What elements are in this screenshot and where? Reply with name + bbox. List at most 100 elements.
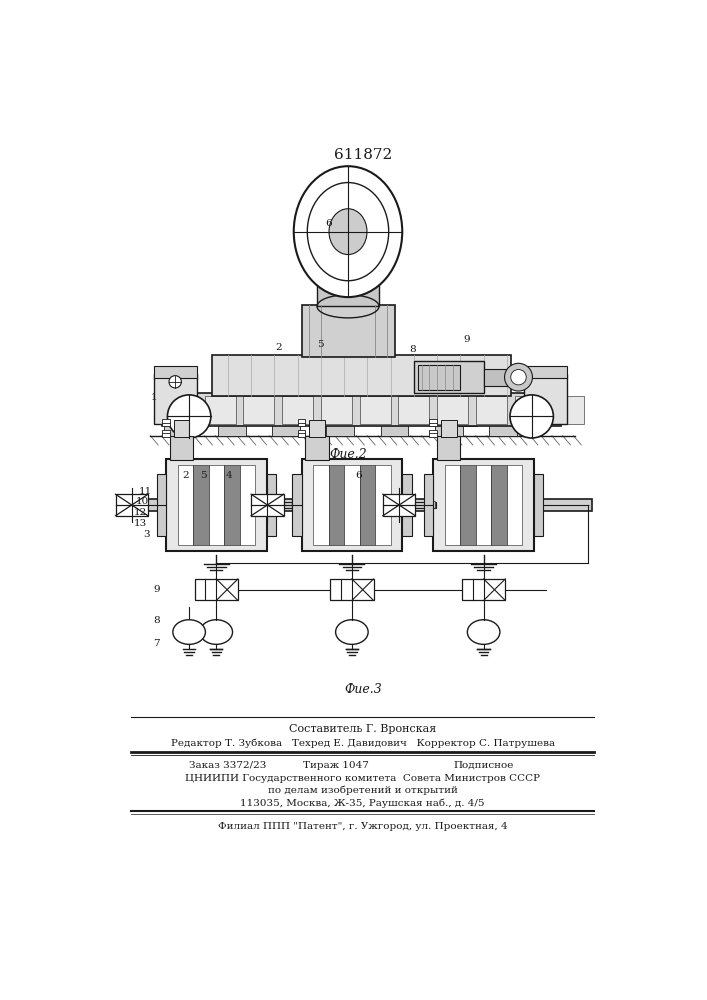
Bar <box>462 579 506 600</box>
Ellipse shape <box>336 620 368 644</box>
Bar <box>398 396 429 424</box>
Bar <box>534 474 543 536</box>
Bar <box>437 436 460 460</box>
Bar <box>437 396 468 424</box>
Bar <box>429 430 437 437</box>
Text: Фие.3: Фие.3 <box>344 683 382 696</box>
Bar <box>433 459 534 551</box>
Bar <box>115 494 148 516</box>
Text: Редактор Т. Зубкова   Техред Е. Давидович   Корректор С. Патрушева: Редактор Т. Зубкова Техред Е. Давидович … <box>170 738 555 748</box>
Bar <box>292 474 301 536</box>
Bar <box>329 465 344 545</box>
Bar <box>383 494 416 516</box>
Bar <box>298 419 305 426</box>
Ellipse shape <box>173 620 206 644</box>
Bar <box>344 465 360 545</box>
Polygon shape <box>272 499 280 511</box>
Text: 6: 6 <box>355 471 361 480</box>
Bar <box>344 465 360 545</box>
Bar <box>360 396 391 424</box>
Bar <box>313 465 329 545</box>
Text: 10: 10 <box>136 497 149 506</box>
Text: 2: 2 <box>182 471 189 480</box>
Bar <box>507 465 522 545</box>
Circle shape <box>505 363 532 391</box>
Bar <box>166 459 267 551</box>
Bar <box>282 396 313 424</box>
Text: 7: 7 <box>153 639 160 648</box>
Bar <box>489 422 517 436</box>
Bar <box>524 366 566 378</box>
Bar <box>398 396 429 424</box>
Bar <box>380 422 409 436</box>
Bar <box>267 474 276 536</box>
Bar <box>174 420 189 437</box>
Text: Подписное: Подписное <box>453 761 514 770</box>
Bar <box>170 436 193 460</box>
Text: 5: 5 <box>317 340 325 349</box>
Bar <box>154 374 197 424</box>
Text: Составитель Г. Вронская: Составитель Г. Вронская <box>289 724 436 734</box>
Bar <box>193 465 209 545</box>
Text: 8: 8 <box>409 345 416 354</box>
Bar <box>272 422 300 436</box>
Bar <box>166 396 197 424</box>
Bar <box>162 430 170 437</box>
Bar <box>491 465 507 545</box>
Bar <box>240 465 255 545</box>
Bar <box>209 465 224 545</box>
Bar <box>484 369 507 386</box>
Bar <box>459 419 477 426</box>
Bar <box>321 396 352 424</box>
Ellipse shape <box>329 209 367 255</box>
Bar <box>327 422 354 436</box>
Bar <box>360 396 391 424</box>
Polygon shape <box>408 499 416 511</box>
Text: Фие.2: Фие.2 <box>329 448 367 461</box>
Text: 3: 3 <box>144 530 150 539</box>
Polygon shape <box>428 499 436 511</box>
Bar <box>524 374 566 424</box>
Bar <box>240 465 255 545</box>
Bar <box>162 393 561 426</box>
Bar <box>212 355 510 396</box>
Bar <box>435 422 462 436</box>
Text: по делам изобретений и открытий: по делам изобретений и открытий <box>268 786 457 795</box>
Bar <box>460 465 476 545</box>
Bar <box>313 465 329 545</box>
Bar <box>375 465 391 545</box>
Bar <box>476 465 491 545</box>
Polygon shape <box>408 502 436 508</box>
Bar <box>476 465 491 545</box>
Circle shape <box>169 376 182 388</box>
Bar <box>209 465 224 545</box>
Bar <box>251 494 284 516</box>
Bar <box>476 396 507 424</box>
Bar <box>414 361 484 393</box>
Bar <box>177 465 193 545</box>
Bar <box>187 419 206 426</box>
Ellipse shape <box>200 620 233 644</box>
Bar <box>154 366 197 378</box>
Bar <box>360 465 375 545</box>
Text: 13: 13 <box>134 519 147 528</box>
Text: 5: 5 <box>200 471 206 480</box>
Bar <box>554 396 585 424</box>
Bar <box>163 422 192 436</box>
Bar <box>330 579 373 600</box>
Text: 8: 8 <box>153 616 160 625</box>
Circle shape <box>510 369 526 385</box>
Bar <box>166 396 197 424</box>
Text: Тираж 1047: Тираж 1047 <box>303 761 369 770</box>
Text: 9: 9 <box>153 585 160 594</box>
Text: 12: 12 <box>134 508 147 517</box>
Text: 2: 2 <box>275 343 281 352</box>
Bar <box>429 419 437 426</box>
Bar <box>309 420 325 437</box>
Polygon shape <box>292 499 300 511</box>
Ellipse shape <box>467 620 500 644</box>
Bar <box>218 422 246 436</box>
Bar <box>298 430 305 437</box>
Polygon shape <box>272 502 300 508</box>
Bar <box>204 396 235 424</box>
